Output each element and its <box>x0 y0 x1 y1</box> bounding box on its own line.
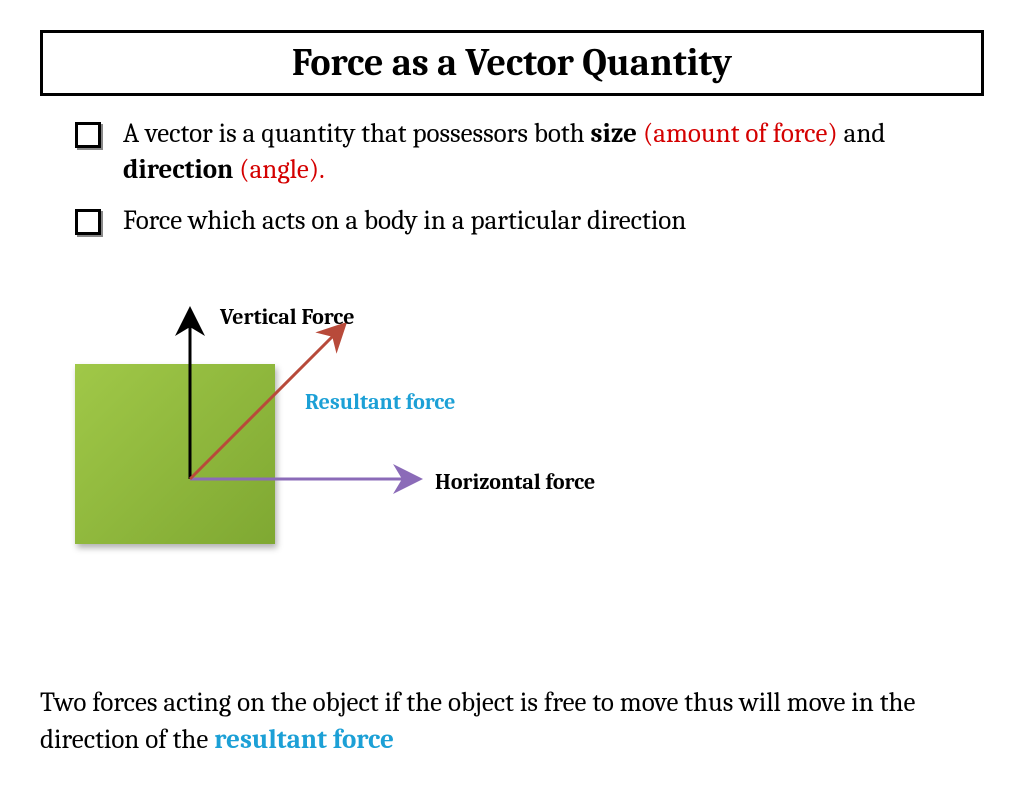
checkbox-icon <box>75 122 101 148</box>
text-cyan: resultant force <box>214 724 394 755</box>
text-span: Two forces acting on the object if the o… <box>40 687 915 754</box>
bullet-list: A vector is a quantity that possessors b… <box>75 116 964 239</box>
text-span: A vector is a quantity that possessors b… <box>123 118 591 149</box>
text-bold: direction <box>123 154 239 185</box>
text-red: (amount of force) <box>643 118 844 149</box>
text-span: and <box>844 118 886 149</box>
summary-text: Two forces acting on the object if the o… <box>40 685 984 758</box>
bullet-item: A vector is a quantity that possessors b… <box>75 116 964 189</box>
bullet-text: Force which acts on a body in a particul… <box>123 203 686 239</box>
text-red: (angle). <box>239 154 324 185</box>
page-title: Force as a Vector Quantity <box>292 41 732 85</box>
text-bold: size <box>591 118 643 149</box>
vertical-force-label: Vertical Force <box>220 304 355 330</box>
title-container: Force as a Vector Quantity <box>40 30 984 96</box>
force-diagram: Vertical Force Resultant force Horizonta… <box>75 269 1024 579</box>
bullet-text: A vector is a quantity that possessors b… <box>123 116 964 189</box>
resultant-force-label: Resultant force <box>305 389 455 415</box>
bullet-item: Force which acts on a body in a particul… <box>75 203 964 239</box>
checkbox-icon <box>75 209 101 235</box>
horizontal-force-label: Horizontal force <box>435 469 595 495</box>
